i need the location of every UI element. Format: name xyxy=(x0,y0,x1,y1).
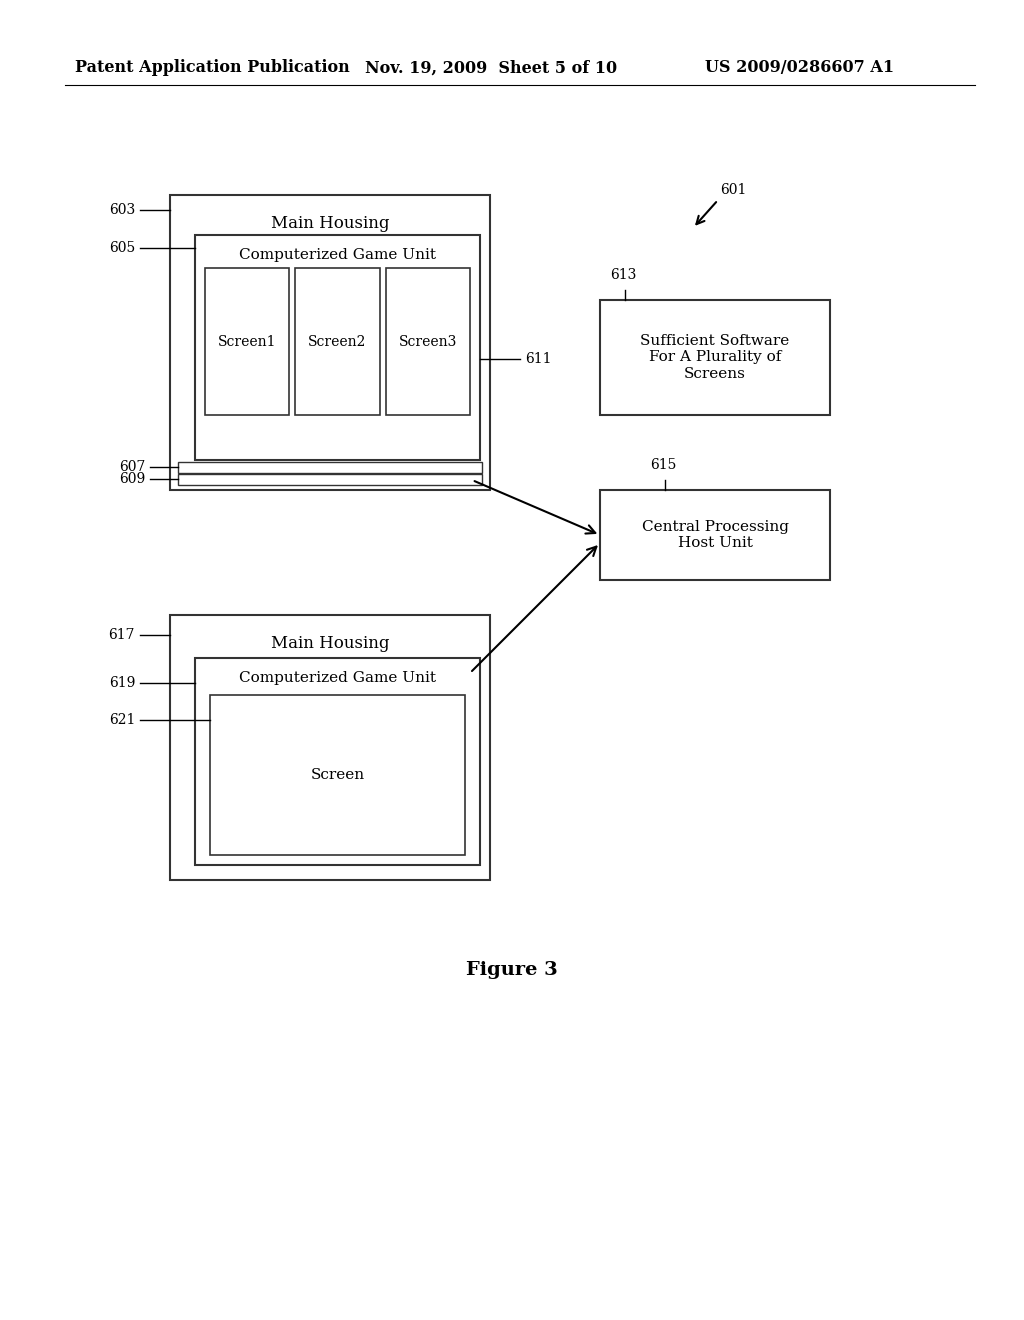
Bar xyxy=(210,696,465,855)
Text: Figure 3: Figure 3 xyxy=(466,961,558,979)
Text: 605: 605 xyxy=(109,242,135,255)
Bar xyxy=(386,268,470,414)
Text: US 2009/0286607 A1: US 2009/0286607 A1 xyxy=(705,59,894,77)
Text: Sufficient Software
For A Plurality of
Screens: Sufficient Software For A Plurality of S… xyxy=(640,334,790,380)
Bar xyxy=(170,615,490,880)
Text: Central Processing
Host Unit: Central Processing Host Unit xyxy=(641,520,788,550)
Text: 607: 607 xyxy=(119,459,145,474)
Text: Computerized Game Unit: Computerized Game Unit xyxy=(239,671,436,685)
Text: 619: 619 xyxy=(109,676,135,690)
Bar xyxy=(195,657,480,865)
Text: Main Housing: Main Housing xyxy=(270,635,389,652)
Text: 621: 621 xyxy=(109,713,135,727)
Bar xyxy=(600,490,830,579)
Text: Screen2: Screen2 xyxy=(308,334,367,348)
Text: Screen3: Screen3 xyxy=(398,334,457,348)
Bar xyxy=(178,474,482,484)
Text: Computerized Game Unit: Computerized Game Unit xyxy=(239,248,436,261)
Text: 611: 611 xyxy=(525,351,552,366)
Bar xyxy=(170,195,490,490)
Text: 609: 609 xyxy=(119,473,145,486)
Bar xyxy=(600,300,830,414)
Text: 603: 603 xyxy=(109,203,135,216)
Text: 615: 615 xyxy=(650,458,677,473)
Text: Screen1: Screen1 xyxy=(218,334,276,348)
Text: 617: 617 xyxy=(109,628,135,642)
Bar xyxy=(295,268,380,414)
Bar xyxy=(178,462,482,473)
Text: Nov. 19, 2009  Sheet 5 of 10: Nov. 19, 2009 Sheet 5 of 10 xyxy=(365,59,617,77)
Bar xyxy=(205,268,290,414)
Text: Screen: Screen xyxy=(310,768,365,781)
Text: Main Housing: Main Housing xyxy=(270,214,389,231)
Bar xyxy=(195,235,480,459)
Text: Patent Application Publication: Patent Application Publication xyxy=(75,59,350,77)
Text: 601: 601 xyxy=(720,183,746,197)
Text: 613: 613 xyxy=(610,268,636,282)
